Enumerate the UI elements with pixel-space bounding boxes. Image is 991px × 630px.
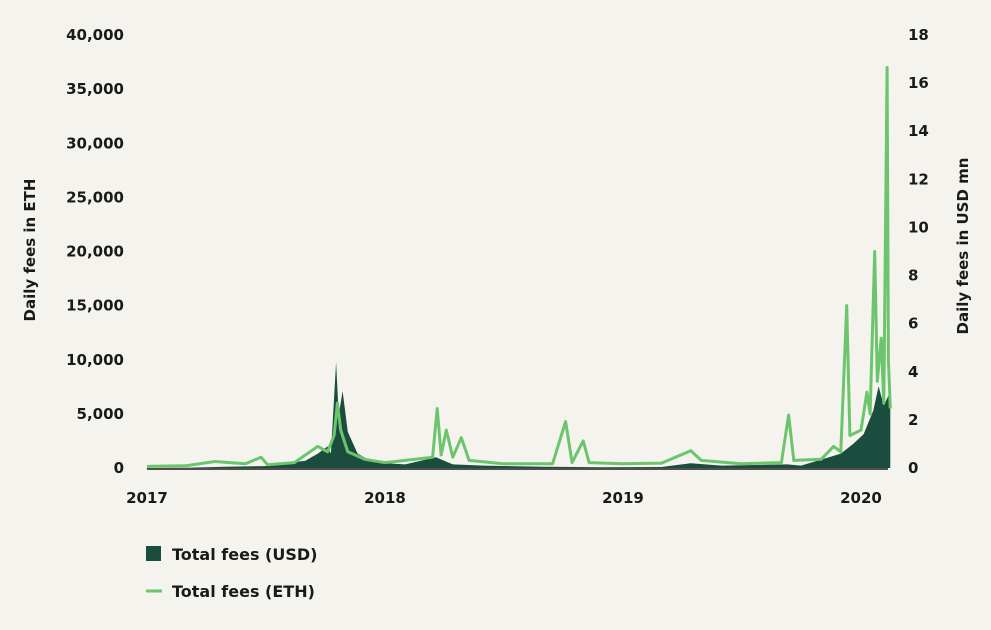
y-right-tick-label: 4 [908,363,918,381]
y-left-tick-label: 0 [114,459,124,477]
legend-swatch-usd [146,546,161,561]
y-left-tick-label: 15,000 [66,297,124,315]
y-right-tick-label: 12 [908,170,929,188]
y-left-tick-label: 20,000 [66,243,124,261]
y-right-tick-label: 16 [908,74,929,92]
y-right-tick-label: 0 [908,459,918,477]
y-axis-right-title: Daily fees in USD mn [954,158,972,335]
legend-label-eth: Total fees (ETH) [172,582,315,601]
axes: 2017 2018 2019 202005,00010,00015,00020,000… [66,26,929,507]
y-right-tick-label: 18 [908,26,929,44]
y-axis-left-title: Daily fees in ETH [21,179,39,322]
y-left-tick-label: 30,000 [66,134,124,152]
x-tick-label-2018: 2018 [364,489,406,507]
plot-area [146,66,892,468]
y-right-tick-label: 8 [908,267,918,285]
x-tick-label-2017: 2017 [126,489,168,507]
y-left-tick-label: 25,000 [66,188,124,206]
x-tick-label-2020: 2020 [840,489,882,507]
y-left-tick-label: 10,000 [66,351,124,369]
legend-label-usd: Total fees (USD) [172,545,317,564]
y-right-tick-label: 2 [908,411,918,429]
x-tick-label-2019: 2019 [602,489,644,507]
y-right-tick-label: 6 [908,315,918,333]
y-left-tick-label: 35,000 [66,80,124,98]
y-left-tick-label: 40,000 [66,26,124,44]
y-left-tick-label: 5,000 [77,405,124,423]
y-right-tick-label: 10 [908,218,929,236]
series-line-total-fees-eth [146,66,892,468]
y-right-tick-label: 14 [908,122,929,140]
legend: Total fees (USD) Total fees (ETH) [146,545,317,601]
